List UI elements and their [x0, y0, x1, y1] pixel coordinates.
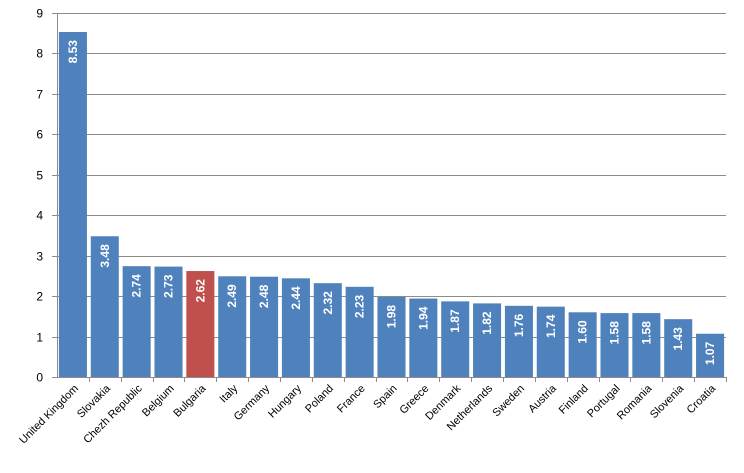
data-label: 2.49 [225, 284, 239, 308]
bar [154, 266, 183, 377]
bar [58, 32, 87, 378]
x-tick-label: Sweden [490, 383, 527, 420]
bar [409, 298, 438, 377]
x-tick-label: Chezh Republic [81, 382, 145, 446]
bars: 8.53 3.48 2.74 2.73 2.62 2.49 2.48 2.44 2.32 2.23… [58, 32, 725, 378]
bar [345, 286, 374, 377]
x-tick-label: Slovenia [648, 382, 687, 421]
x-tick-label: Romania [615, 382, 655, 422]
data-label: 1.58 [608, 321, 622, 345]
x-tick-label: Hungary [266, 382, 304, 420]
y-tick-label: 4 [36, 209, 43, 223]
y-tick-label: 5 [36, 169, 43, 183]
data-label: 1.82 [480, 311, 494, 335]
x-tick-label: Croatia [685, 382, 719, 416]
data-label: 1.74 [544, 314, 558, 338]
bar [441, 301, 470, 377]
x-tick-label: Spain [371, 383, 399, 411]
data-label: 1.07 [703, 341, 717, 365]
y-tick-label: 1 [36, 331, 43, 345]
x-tick-label: Austria [526, 382, 559, 415]
bar [122, 266, 151, 377]
data-label: 3.48 [98, 244, 112, 268]
data-label: 1.60 [576, 320, 590, 344]
y-tick-label: 7 [36, 88, 43, 102]
data-label: 1.87 [448, 309, 462, 333]
data-label: 1.58 [639, 321, 653, 345]
x-tick-label: United Kingdom [17, 383, 81, 447]
data-label: 2.62 [193, 279, 207, 303]
data-label: 1.94 [416, 306, 430, 330]
bar [473, 303, 502, 377]
data-label: 8.53 [66, 40, 80, 64]
bar [90, 236, 119, 377]
x-tick-label: Belgium [140, 383, 177, 420]
bar [536, 306, 565, 377]
bar [313, 283, 342, 377]
y-tick-label: 9 [36, 7, 43, 21]
x-tick-label: Italy [218, 382, 241, 405]
data-label: 2.32 [321, 291, 335, 315]
bar [218, 276, 247, 377]
y-tick-label: 6 [36, 128, 43, 142]
data-label: 1.98 [385, 305, 399, 329]
bar [504, 305, 533, 377]
bar [281, 278, 310, 377]
x-tick-label: France [335, 383, 368, 416]
bar [600, 313, 629, 377]
data-label: 2.23 [353, 294, 367, 318]
y-tick-label: 2 [36, 290, 43, 304]
bar [377, 296, 406, 377]
y-axis: 0 1 2 3 4 5 6 7 8 9 [36, 7, 58, 385]
bar [568, 312, 597, 377]
data-label: 2.44 [289, 286, 303, 310]
bar [664, 319, 693, 377]
data-label: 1.76 [512, 313, 526, 337]
bar [632, 313, 661, 377]
y-tick-label: 8 [36, 47, 43, 61]
x-tick-label: Germany [232, 382, 273, 423]
y-tick-label: 0 [36, 371, 43, 385]
data-label: 2.74 [130, 274, 144, 298]
data-label: 1.43 [671, 327, 685, 351]
bar [250, 276, 279, 377]
data-label: 2.48 [257, 284, 271, 308]
bar [186, 271, 215, 377]
x-tick-label: Bulgaria [171, 382, 209, 420]
bar [696, 333, 725, 377]
data-label: 2.73 [162, 274, 176, 298]
x-tick-label: Poland [303, 383, 336, 416]
y-tick-label: 3 [36, 250, 43, 264]
